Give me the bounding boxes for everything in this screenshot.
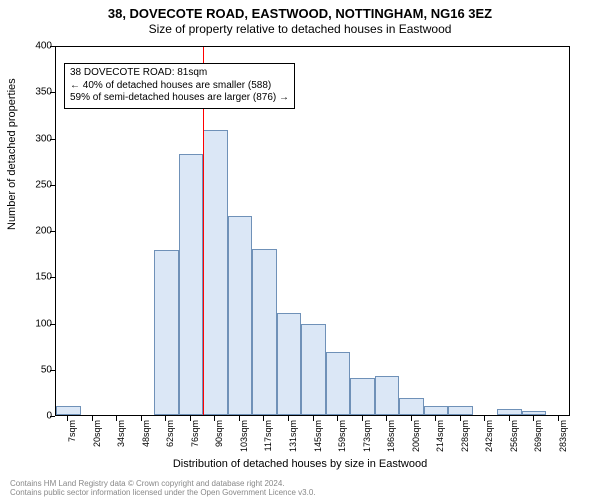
histogram-bar <box>522 411 547 415</box>
x-tick-label: 34sqm <box>116 420 126 460</box>
x-tick-label: 269sqm <box>533 420 543 460</box>
x-tick-label: 242sqm <box>484 420 494 460</box>
histogram-bar <box>497 409 522 415</box>
histogram-bar <box>252 249 277 416</box>
info-box: 38 DOVECOTE ROAD: 81sqm ← 40% of detache… <box>64 63 295 109</box>
histogram-bar <box>301 324 326 415</box>
x-tick-label: 90sqm <box>214 420 224 460</box>
x-axis-label: Distribution of detached houses by size … <box>0 458 600 470</box>
y-tick-mark <box>50 370 55 371</box>
title-sub: Size of property relative to detached ho… <box>10 22 590 36</box>
y-tick-mark <box>50 92 55 93</box>
x-tick-label: 173sqm <box>362 420 372 460</box>
y-tick-mark <box>50 416 55 417</box>
x-tick-label: 159sqm <box>337 420 347 460</box>
histogram-bar <box>375 376 400 415</box>
histogram-bar <box>203 130 228 415</box>
x-tick-label: 186sqm <box>386 420 396 460</box>
info-line-3: 59% of semi-detached houses are larger (… <box>70 92 289 105</box>
footer: Contains HM Land Registry data © Crown c… <box>10 480 316 498</box>
histogram-bar <box>350 378 375 415</box>
x-tick-label: 145sqm <box>313 420 323 460</box>
x-tick-label: 256sqm <box>509 420 519 460</box>
x-tick-label: 62sqm <box>165 420 175 460</box>
title-main: 38, DOVECOTE ROAD, EASTWOOD, NOTTINGHAM,… <box>10 6 590 21</box>
x-tick-label: 103sqm <box>239 420 249 460</box>
y-tick-mark <box>50 185 55 186</box>
x-tick-label: 200sqm <box>411 420 421 460</box>
title-block: 38, DOVECOTE ROAD, EASTWOOD, NOTTINGHAM,… <box>0 0 600 38</box>
x-tick-label: 76sqm <box>190 420 200 460</box>
histogram-bar <box>326 352 351 415</box>
y-axis-label: Number of detached properties <box>6 78 18 230</box>
x-tick-label: 228sqm <box>460 420 470 460</box>
y-tick-mark <box>50 324 55 325</box>
histogram-chart: 38 DOVECOTE ROAD: 81sqm ← 40% of detache… <box>55 46 570 416</box>
x-tick-label: 117sqm <box>263 420 273 460</box>
y-tick-mark <box>50 277 55 278</box>
y-tick-mark <box>50 46 55 47</box>
x-tick-label: 214sqm <box>435 420 445 460</box>
histogram-bar <box>154 250 179 415</box>
info-line-1: 38 DOVECOTE ROAD: 81sqm <box>70 67 289 80</box>
x-tick-label: 48sqm <box>141 420 151 460</box>
x-tick-label: 131sqm <box>288 420 298 460</box>
histogram-bar <box>424 406 449 415</box>
histogram-bar <box>228 216 253 415</box>
y-tick-mark <box>50 139 55 140</box>
y-tick-mark <box>50 231 55 232</box>
histogram-bar <box>277 313 302 415</box>
info-line-2: ← 40% of detached houses are smaller (58… <box>70 80 289 93</box>
histogram-bar <box>179 154 204 415</box>
footer-line-2: Contains public sector information licen… <box>10 489 316 498</box>
x-tick-label: 283sqm <box>558 420 568 460</box>
x-tick-label: 7sqm <box>67 420 77 460</box>
histogram-bar <box>399 398 424 415</box>
histogram-bar <box>56 406 81 415</box>
histogram-bar <box>448 406 473 415</box>
x-tick-label: 20sqm <box>92 420 102 460</box>
